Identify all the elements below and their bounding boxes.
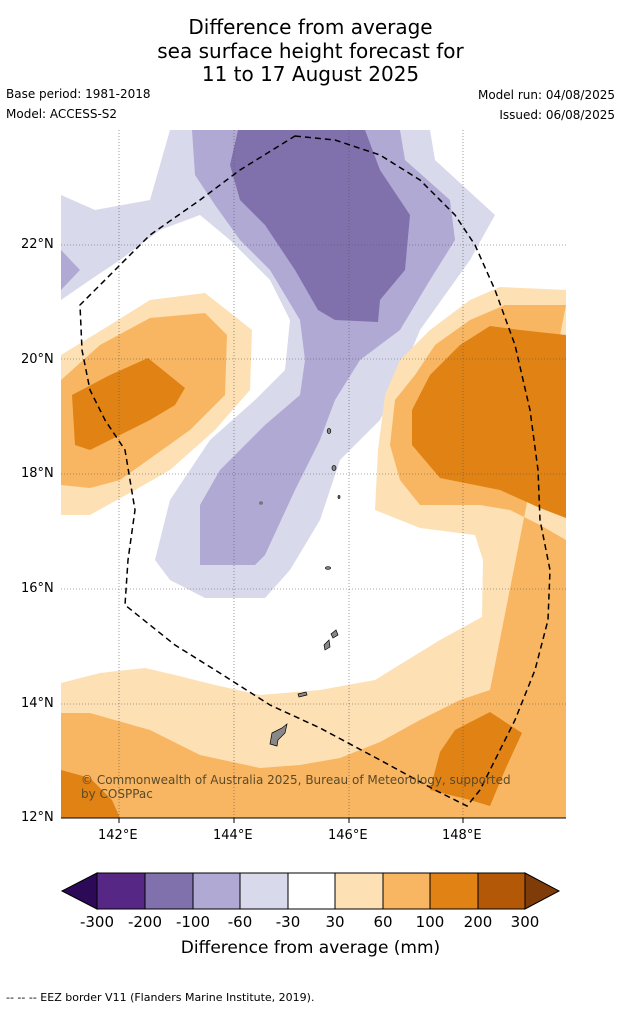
colorbar-tick: -100 xyxy=(175,913,211,931)
colorbar-tick: -200 xyxy=(127,913,163,931)
model-name: Model: ACCESS-S2 xyxy=(6,107,118,121)
copyright-notice: © Commonwealth of Australia 2025, Bureau… xyxy=(81,773,511,801)
lon-label-144e: 144°E xyxy=(213,828,253,843)
lat-label-16n: 16°N xyxy=(21,581,54,596)
colorbar-tick: 60 xyxy=(373,913,393,931)
model-run: Model run: 04/08/2025 xyxy=(477,88,615,102)
lat-label-18n: 18°N xyxy=(21,466,54,481)
pos100-left xyxy=(72,358,185,450)
lon-label-146e: 146°E xyxy=(328,828,368,843)
title-line-2: sea surface height forecast for xyxy=(157,39,464,63)
colorbar xyxy=(60,872,561,910)
colorbar-tick: -300 xyxy=(79,913,115,931)
colorbar-tick: 100 xyxy=(415,913,445,931)
lon-label-148e: 148°E xyxy=(442,828,482,843)
colorbar-tick: -30 xyxy=(275,913,301,931)
lat-label-20n: 20°N xyxy=(21,352,54,367)
pos100-right xyxy=(412,326,566,518)
lon-label-142e: 142°E xyxy=(98,828,138,843)
colorbar-tick: 200 xyxy=(463,913,493,931)
base-period: Base period: 1981-2018 xyxy=(6,87,151,101)
lat-label-12n: 12°N xyxy=(21,810,54,825)
issued-date: Issued: 06/08/2025 xyxy=(499,108,615,122)
lat-label-22n: 22°N xyxy=(21,237,54,252)
pos100-bottom-right xyxy=(430,712,522,806)
colorbar-title: Difference from average (mm) xyxy=(180,938,441,958)
eez-legend-note: -- -- -- EEZ border V11 (Flanders Marine… xyxy=(6,991,315,1004)
pos100-bottom-left xyxy=(61,770,120,818)
neg100-region xyxy=(230,130,410,322)
islands xyxy=(259,428,341,747)
colorbar-tick: 300 xyxy=(510,913,540,931)
gridlines xyxy=(61,130,566,818)
lat-label-14n: 14°N xyxy=(21,696,54,711)
title-line-1: Difference from average xyxy=(188,15,433,39)
colorbar-tick: -60 xyxy=(227,913,253,931)
colorbar-tick: 30 xyxy=(325,913,345,931)
title-line-3: 11 to 17 August 2025 xyxy=(201,62,420,86)
